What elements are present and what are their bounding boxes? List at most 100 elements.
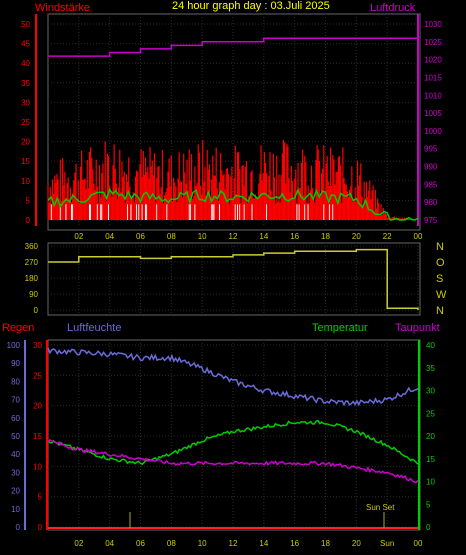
temperature-label: Temperatur: [312, 322, 368, 334]
wind-tick-label: 40: [21, 59, 30, 68]
wind-axis-label: Windstärke: [35, 2, 90, 14]
humidity-line: [47, 347, 419, 407]
chart-title: 24 hour graph day : 03.Juli 2025: [172, 0, 330, 12]
x-tick-label: 10: [198, 232, 207, 241]
temperature-tick-label: 30: [426, 387, 435, 396]
humidity-tick-label: 80: [11, 377, 20, 386]
pressure-tick-label: 1010: [424, 91, 442, 100]
x-tick-label: 02: [74, 539, 83, 548]
wind-tick-label: 0: [26, 216, 31, 225]
temperature-ticks: 40 35 30 25 20 15 10 5 0: [426, 341, 435, 532]
temperature-tick-label: 0: [426, 523, 431, 532]
direction-line: [48, 248, 419, 310]
rain-tick-label: 20: [33, 402, 42, 411]
humidity-tick-label: 40: [11, 450, 20, 459]
compass-label: S: [436, 273, 443, 285]
pressure-tick-label: 1020: [424, 56, 442, 65]
x-tick-label: 20: [352, 539, 361, 548]
wind-tick-label: 5: [26, 196, 31, 205]
x-tick-label: 00: [414, 232, 423, 241]
pressure-ticks: 1030 1025 1020 1015 1010 1005 1000 995 990 985 980…: [424, 20, 442, 225]
rain-ticks: 30 25 20 15 10 5 0: [33, 341, 42, 532]
humidity-tick-label: 60: [11, 414, 20, 423]
rain-tick-label: 10: [33, 462, 42, 471]
pressure-tick-label: 995: [424, 145, 438, 154]
wind-tick-label: 10: [21, 177, 30, 186]
temperature-line: [47, 419, 419, 466]
compass-label: O: [436, 257, 445, 269]
wind-tick-label: 25: [21, 118, 30, 127]
wind-tick-label: 35: [21, 79, 30, 88]
temperature-tick-label: 10: [426, 478, 435, 487]
x-tick-label: 06: [136, 232, 145, 241]
temperature-tick-label: 5: [426, 500, 431, 509]
temperature-tick-label: 20: [426, 432, 435, 441]
sunset-label: Sun Set: [366, 503, 395, 512]
humidity-tick-label: 10: [11, 505, 20, 514]
x-tick-label: 18: [321, 539, 330, 548]
x-tick-label: 12: [229, 232, 238, 241]
wind-tick-label: 30: [21, 98, 30, 107]
x-tick-label: 10: [198, 539, 207, 548]
rain-tick-label: 5: [38, 493, 43, 502]
humidity-tick-label: 50: [11, 432, 20, 441]
temperature-tick-label: 35: [426, 364, 435, 373]
temperature-tick-label: 25: [426, 409, 435, 418]
pressure-tick-label: 985: [424, 180, 438, 189]
direction-tick-label: 90: [29, 290, 38, 299]
x-tick-label: 02: [74, 232, 83, 241]
pressure-line: [48, 34, 419, 57]
pressure-tick-label: 1025: [424, 38, 442, 47]
x-tick-label: 08: [167, 539, 176, 548]
x-tick-label: 06: [136, 539, 145, 548]
wind-tick-label: 45: [21, 40, 30, 49]
direction-tick-label: 0: [34, 306, 39, 315]
x-tick-label: 20: [352, 232, 361, 241]
x-tick-label: 12: [229, 539, 238, 548]
x-tick-label: 04: [105, 232, 114, 241]
temperature-tick-label: 15: [426, 455, 435, 464]
humidity-tick-label: 100: [7, 341, 21, 350]
pressure-tick-label: 980: [424, 198, 438, 207]
dewpoint-label: Taupunkt: [395, 322, 440, 334]
direction-tick-label: 180: [25, 274, 39, 283]
x-tick-label: 04: [105, 539, 114, 548]
wind-tick-label: 20: [21, 138, 30, 147]
rain-label: Regen: [2, 322, 34, 334]
humidity-label: Luftfeuchte: [67, 322, 121, 334]
x-tick-label: 16: [290, 539, 299, 548]
direction-tick-label: 360: [25, 242, 39, 251]
rain-tick-label: 30: [33, 341, 42, 350]
wind-tick-label: 15: [21, 157, 30, 166]
humidity-tick-label: 0: [16, 523, 21, 532]
wind-average-line: [47, 187, 419, 221]
rain-tick-label: 0: [38, 523, 43, 532]
rain-tick-label: 25: [33, 371, 42, 380]
x-tick-label: 00: [414, 539, 423, 548]
wind-series: [47, 139, 419, 221]
pressure-tick-label: 1030: [424, 20, 442, 29]
x-tick-label: 08: [167, 232, 176, 241]
humidity-tick-label: 30: [11, 468, 20, 477]
panel-direction: [47, 242, 421, 316]
humidity-tick-label: 90: [11, 359, 20, 368]
direction-ticks: 360 270 180 90 0: [25, 242, 39, 315]
rain-tick-label: 15: [33, 432, 42, 441]
panel-direction-grid: [48, 243, 419, 315]
pressure-tick-label: 1015: [424, 73, 442, 82]
dewpoint-line: [47, 438, 419, 484]
pressure-tick-label: 975: [424, 216, 438, 225]
wind-tick-label: 50: [21, 20, 30, 29]
panel-temperature-grid: [48, 340, 419, 530]
pressure-tick-label: 1000: [424, 127, 442, 136]
x-tick-label: 14: [259, 232, 268, 241]
compass-label: W: [436, 289, 447, 301]
humidity-tick-label: 70: [11, 396, 20, 405]
wind-x-ticks: 02 04 06 08 10 12 14 16 18 20 22 00: [74, 232, 423, 241]
pressure-axis-label: Luftdruck: [370, 2, 416, 14]
x-tick-label: 22: [383, 232, 392, 241]
